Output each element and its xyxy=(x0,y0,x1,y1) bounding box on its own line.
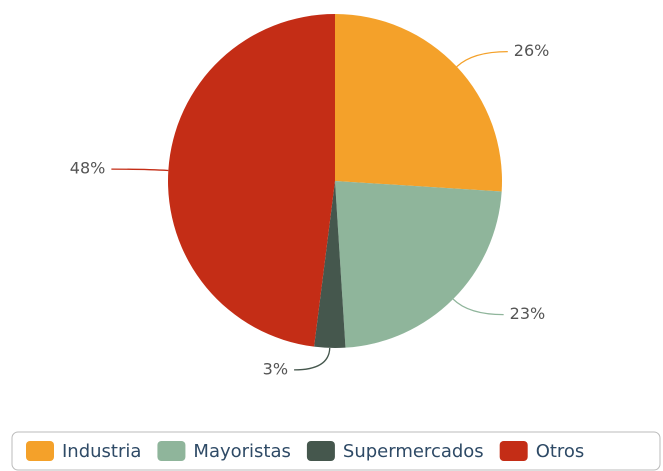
pie-slice xyxy=(167,13,335,347)
pie-slice xyxy=(314,181,346,349)
data-label: 26% xyxy=(514,41,550,60)
data-label: 48% xyxy=(70,159,106,178)
legend-swatch xyxy=(157,441,186,461)
legend-swatch xyxy=(26,441,54,461)
pie-slice xyxy=(335,181,502,348)
legend-label: Industria xyxy=(62,441,141,462)
legend-label: Supermercados xyxy=(343,441,484,462)
leader-line xyxy=(456,50,508,68)
legend-swatch xyxy=(499,441,528,461)
pie-slice xyxy=(335,14,502,192)
leader-line xyxy=(452,298,504,316)
data-label: 23% xyxy=(510,304,546,323)
leader-line xyxy=(294,347,331,371)
leader-line xyxy=(111,168,169,172)
data-label: 3% xyxy=(263,359,288,378)
legend-label: Otros xyxy=(536,441,585,462)
legend-label: Mayoristas xyxy=(193,441,290,462)
legend-swatch xyxy=(306,441,335,461)
